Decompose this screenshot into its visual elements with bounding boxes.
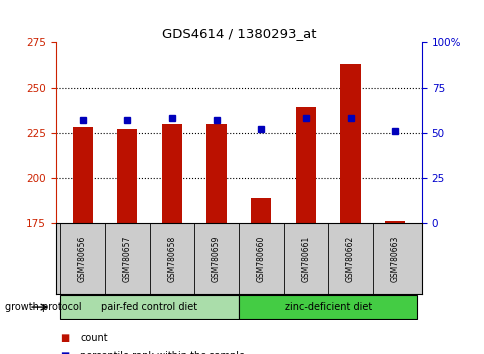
Text: count: count [80,333,107,343]
Bar [162,124,182,223]
Bar [384,221,404,223]
Text: GSM780659: GSM780659 [212,235,221,282]
Text: GSM780660: GSM780660 [256,235,265,282]
Text: ■: ■ [60,351,70,354]
Text: pair-fed control diet: pair-fed control diet [101,302,197,312]
Text: GSM780661: GSM780661 [301,235,310,281]
Text: GSM780662: GSM780662 [345,235,354,281]
Text: growth protocol: growth protocol [5,302,81,312]
Text: ■: ■ [60,333,70,343]
Title: GDS4614 / 1380293_at: GDS4614 / 1380293_at [161,27,316,40]
Text: zinc-deficient diet: zinc-deficient diet [284,302,371,312]
Text: GSM780663: GSM780663 [390,235,399,282]
Bar [295,108,315,223]
Bar [73,127,92,223]
Bar [60,295,239,319]
Bar [117,129,137,223]
Bar [340,64,360,223]
Text: GSM780657: GSM780657 [122,235,132,282]
Bar [206,124,226,223]
Text: GSM780658: GSM780658 [167,235,176,281]
Text: percentile rank within the sample: percentile rank within the sample [80,351,244,354]
Bar [239,295,417,319]
Text: GSM780656: GSM780656 [78,235,87,282]
Bar [251,198,271,223]
